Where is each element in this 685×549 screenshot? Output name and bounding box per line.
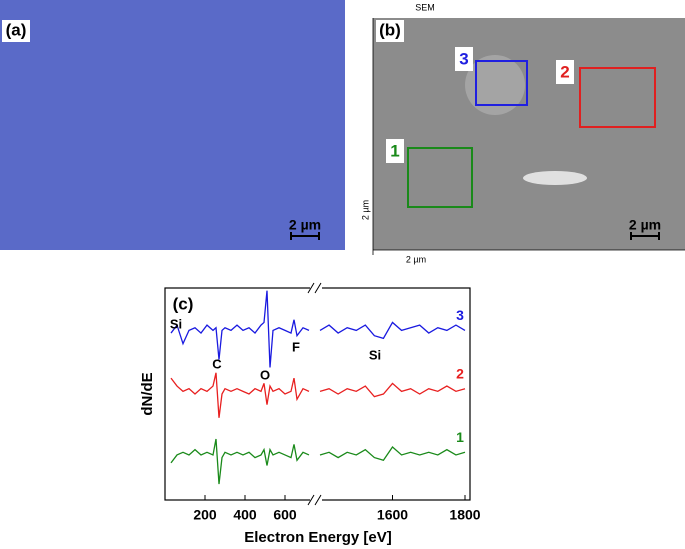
- sem-image: [373, 18, 685, 250]
- peak-label: C: [212, 356, 222, 371]
- region-label: 3: [459, 49, 468, 68]
- series-label: 1: [456, 429, 464, 445]
- region-box: [407, 147, 473, 208]
- x-axis-label: 2 µm: [406, 254, 426, 264]
- spectrum-line: [319, 382, 466, 398]
- y-axis-title: dN/dE: [139, 372, 156, 415]
- region-label: 1: [390, 141, 399, 160]
- series-label: 2: [456, 365, 464, 381]
- region-label: 2: [560, 62, 569, 81]
- spectrum-line: [170, 372, 310, 418]
- x-tick-label: 200: [193, 507, 217, 523]
- label-bg: [386, 139, 404, 163]
- peak-label: F: [292, 339, 300, 354]
- label-bg: [556, 60, 574, 84]
- x-axis-title: Electron Energy [eV]: [244, 529, 392, 546]
- scale-bar-label: 2 µm: [289, 217, 321, 233]
- panel-label: (b): [379, 20, 401, 39]
- particle: [523, 171, 587, 185]
- scale-bar-label: 2 µm: [629, 217, 661, 233]
- x-tick-label: 600: [273, 507, 297, 523]
- region-box: [579, 67, 656, 128]
- x-tick-label: 400: [233, 507, 257, 523]
- spectrum-line: [319, 446, 466, 462]
- series-label: 3: [456, 307, 464, 323]
- panel-label: (a): [6, 20, 27, 39]
- region-box: [475, 60, 528, 106]
- spectrum-line: [319, 321, 466, 340]
- sem-title: SEM: [415, 2, 435, 12]
- scale-bar: [630, 232, 660, 240]
- x-tick-label: 1800: [449, 507, 480, 523]
- peak-label: Si: [369, 347, 381, 362]
- plot-frame: [164, 287, 471, 501]
- scale-bar: [290, 232, 320, 240]
- x-tick-label: 1600: [377, 507, 408, 523]
- particle: [465, 55, 525, 115]
- y-axis-label: 2 µm: [360, 200, 370, 220]
- axis-break-mark: [307, 282, 322, 506]
- spectrum-line: [170, 438, 310, 485]
- optical-image: [0, 0, 345, 250]
- peak-label: O: [260, 367, 270, 382]
- label-bg: [455, 47, 473, 71]
- label-bg: [376, 20, 404, 42]
- peak-label: Si: [170, 316, 182, 331]
- spectrum-line: [170, 290, 310, 368]
- label-bg: [2, 20, 30, 42]
- panel-label: (c): [173, 294, 194, 313]
